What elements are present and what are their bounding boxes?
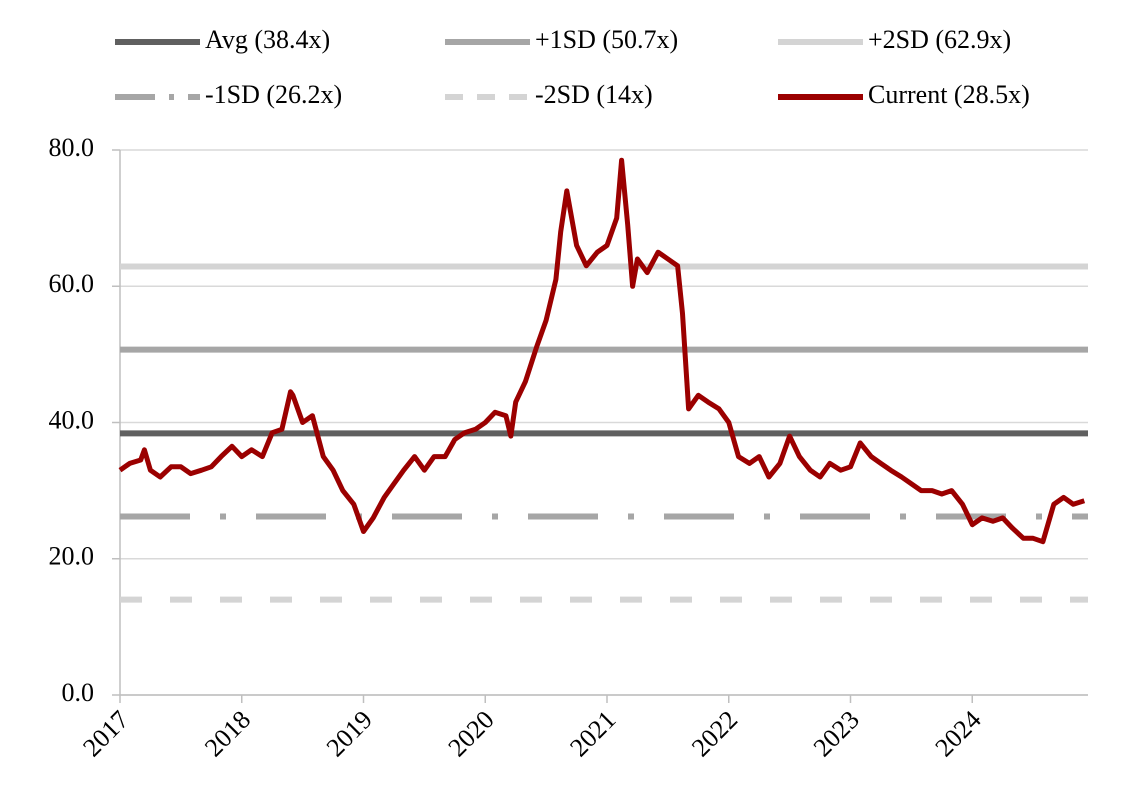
legend-label: Current (28.5x): [868, 80, 1030, 109]
x-tick-label: 2022: [686, 705, 743, 762]
legend-label: -2SD (14x): [535, 80, 653, 109]
y-tick-label: 60.0: [49, 269, 95, 298]
x-tick-label: 2019: [321, 705, 378, 762]
x-tick-label: 2018: [199, 705, 256, 762]
x-tick-label: 2017: [77, 705, 134, 762]
x-tick-label: 2021: [564, 705, 621, 762]
legend-label: -1SD (26.2x): [205, 80, 342, 109]
series-line: [118, 157, 1086, 545]
legend-label: Avg (38.4x): [205, 25, 330, 54]
legend-label: +1SD (50.7x): [535, 25, 678, 54]
x-tick-label: 2020: [442, 705, 499, 762]
y-tick-label: 40.0: [49, 405, 95, 434]
y-tick-label: 0.0: [62, 678, 95, 707]
y-tick-label: 20.0: [49, 542, 95, 571]
legend-label: +2SD (62.9x): [868, 25, 1011, 54]
x-tick-label: 2023: [808, 705, 865, 762]
x-tick-label: 2024: [929, 705, 986, 762]
y-tick-label: 80.0: [49, 133, 95, 162]
